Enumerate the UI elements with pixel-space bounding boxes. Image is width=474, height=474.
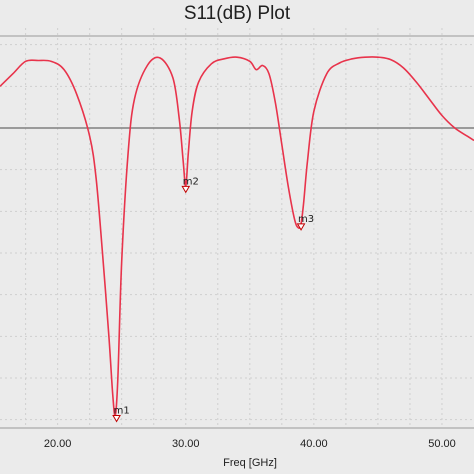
x-tick-label: 20.00 <box>44 438 72 450</box>
plot-background <box>0 28 474 428</box>
marker-triangle-icon <box>296 223 306 231</box>
chart-title: S11(dB) Plot <box>0 0 474 28</box>
x-tick-labels: 20.00 30.00 40.00 50.00 <box>44 438 456 450</box>
marker-m1: m1 <box>112 406 130 423</box>
x-tick-label: 40.00 <box>300 438 328 450</box>
marker-label: m3 <box>298 214 314 225</box>
marker-layer: m1 m2 m3 <box>112 176 314 423</box>
x-tick-label: 30.00 <box>172 438 200 450</box>
marker-triangle-icon <box>181 185 191 194</box>
marker-label: m2 <box>183 176 199 187</box>
marker-label: m1 <box>114 406 130 417</box>
s11-trace <box>0 56 474 417</box>
marker-triangle-icon <box>112 415 121 423</box>
x-tick-label: 50.00 <box>428 438 456 450</box>
marker-m3: m3 <box>296 214 314 231</box>
marker-m2: m2 <box>181 176 199 194</box>
x-axis-label: Freq [GHz] <box>223 457 277 469</box>
